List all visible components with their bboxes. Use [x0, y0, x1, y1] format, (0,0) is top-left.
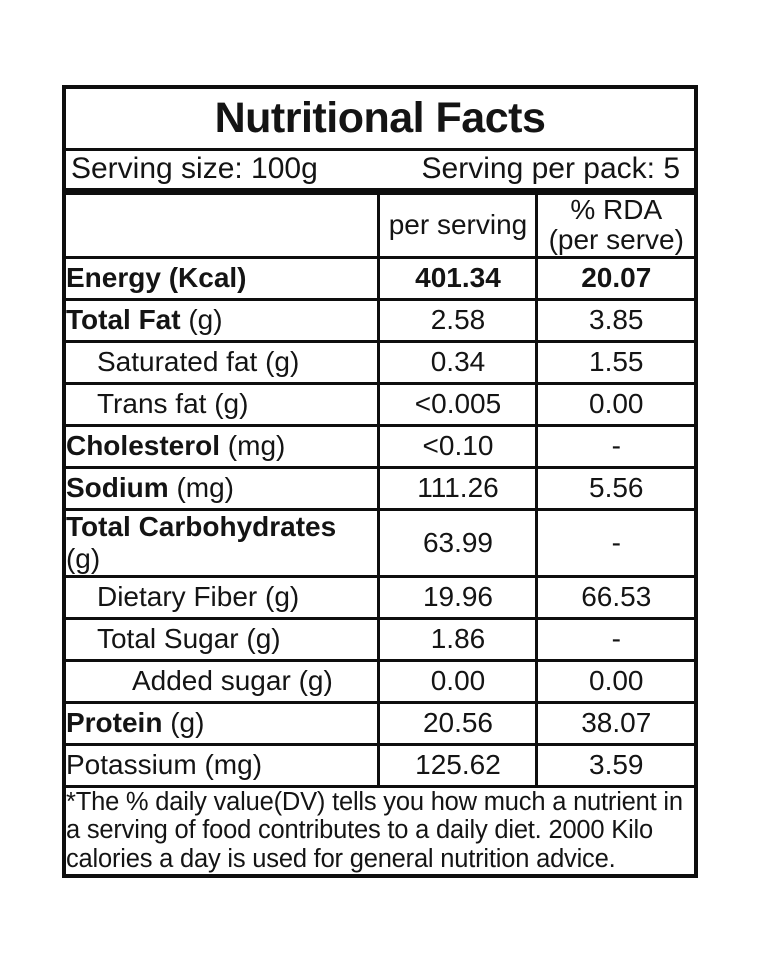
- nutrient-unit: (g): [265, 346, 300, 377]
- per-serving-value: 0.34: [377, 339, 539, 385]
- nutrient-label-cell: Total Fat (g): [62, 297, 381, 343]
- serving-info-cell: Serving size: 100g Serving per pack: 5: [62, 147, 698, 195]
- per-serving-column-header: per serving: [377, 189, 539, 259]
- nutrient-name: Total Sugar: [96, 623, 239, 654]
- nutrient-name: Total Fat: [65, 304, 181, 335]
- rda-value: 66.53: [535, 574, 698, 620]
- nutrient-unit: (mg): [204, 749, 263, 780]
- nutrient-unit: (g): [170, 707, 205, 738]
- nutrient-label-cell: Energy (Kcal): [62, 255, 381, 301]
- nutrient-unit: (g): [214, 388, 249, 419]
- nutrient-name: Protein: [65, 707, 163, 738]
- nutrient-label-cell: Dietary Fiber (g): [62, 574, 381, 620]
- per-serving-value: 0.00: [377, 658, 539, 704]
- rda-header-line2: (per serve): [548, 224, 684, 255]
- nutrient-unit: (mg): [227, 430, 286, 461]
- nutrition-facts-table: Nutritional Facts Serving size: 100g Ser…: [61, 85, 699, 878]
- rda-value: 38.07: [535, 700, 698, 746]
- rda-column-header: % RDA (per serve): [535, 189, 698, 259]
- nutrient-label-cell: Trans fat (g): [62, 381, 381, 427]
- nutrient-row: Total Sugar (g) 1.86-: [62, 616, 698, 662]
- per-serving-value: <0.005: [377, 381, 539, 427]
- nutrient-name: Energy: [65, 262, 161, 293]
- rda-value: -: [535, 423, 698, 469]
- nutrient-row: Protein (g) 20.56 38.07: [62, 700, 698, 746]
- page-title: Nutritional Facts: [62, 85, 698, 151]
- rda-value: 3.85: [535, 297, 698, 343]
- nutrient-row: Sodium (mg) 111.26 5.56: [62, 465, 698, 511]
- per-serving-value: <0.10: [377, 423, 539, 469]
- nutrient-label-cell: Sodium (mg): [62, 465, 381, 511]
- serving-row: Serving size: 100g Serving per pack: 5: [62, 147, 698, 195]
- nutrient-column-header: [62, 189, 381, 259]
- serving-size-label: Serving size: 100g: [70, 152, 318, 185]
- nutrient-unit: (mg): [176, 472, 234, 503]
- nutrient-row: Total Carbohydrates (g) 63.99-: [62, 507, 698, 578]
- nutrient-label-cell: Protein (g): [62, 700, 381, 746]
- nutrient-unit: (g): [65, 542, 101, 574]
- nutrient-name: Dietary Fiber: [96, 581, 258, 612]
- rda-value: 0.00: [535, 381, 698, 427]
- per-serving-value: 20.56: [377, 700, 539, 746]
- nutrient-label-cell: Added sugar (g): [62, 658, 381, 704]
- nutrient-row: Added sugar (g) 0.00 0.00: [62, 658, 698, 704]
- nutrient-label-cell: Total Sugar (g): [62, 616, 381, 662]
- per-serving-value: 125.62: [377, 742, 539, 788]
- title-row: Nutritional Facts: [62, 85, 698, 151]
- nutrient-rows: Energy (Kcal) 401.34 20.07 Total Fat (g) 2.5…: [62, 255, 698, 788]
- nutrient-name: Potassium: [65, 749, 197, 780]
- serving-per-pack-label: Serving per pack: 5: [421, 152, 681, 185]
- rda-value: 3.59: [535, 742, 698, 788]
- nutrient-row: Energy (Kcal) 401.34 20.07: [62, 255, 698, 301]
- nutrient-name: Total Carbohydrates: [65, 510, 337, 542]
- nutrient-name: Sodium: [65, 472, 169, 503]
- nutrient-row: Dietary Fiber (g) 19.96 66.53: [62, 574, 698, 620]
- nutrient-name: Saturated fat: [96, 346, 258, 377]
- nutrient-unit: (g): [265, 581, 300, 612]
- nutrient-unit: (g): [246, 623, 281, 654]
- rda-header-line1: % RDA: [570, 193, 663, 225]
- per-serving-value: 111.26: [377, 465, 539, 511]
- nutrient-name: Trans fat: [96, 388, 207, 419]
- nutrient-unit: (Kcal): [168, 262, 247, 293]
- nutrient-unit: (g): [298, 665, 333, 696]
- column-header-row: per serving % RDA (per serve): [62, 189, 698, 259]
- nutrient-row: Trans fat (g) <0.005 0.00: [62, 381, 698, 427]
- per-serving-value: 63.99: [377, 507, 539, 578]
- footnote-row: *The % daily value(DV) tells you how muc…: [62, 784, 698, 878]
- nutrient-label-cell: Potassium (mg): [62, 742, 381, 788]
- rda-value: 1.55: [535, 339, 698, 385]
- nutrient-label-cell: Saturated fat (g): [62, 339, 381, 385]
- rda-value: -: [535, 507, 698, 578]
- nutrient-label-cell: Cholesterol (mg): [62, 423, 381, 469]
- per-serving-value: 19.96: [377, 574, 539, 620]
- nutrient-row: Potassium (mg) 125.62 3.59: [62, 742, 698, 788]
- rda-value: 5.56: [535, 465, 698, 511]
- nutrient-label-cell: Total Carbohydrates (g): [62, 507, 381, 578]
- nutrient-name: Added sugar: [131, 665, 291, 696]
- nutrient-unit: (g): [188, 304, 223, 335]
- per-serving-value: 2.58: [377, 297, 539, 343]
- nutrient-row: Saturated fat (g) 0.34 1.55: [62, 339, 698, 385]
- rda-value: 0.00: [535, 658, 698, 704]
- daily-value-footnote: *The % daily value(DV) tells you how muc…: [62, 784, 698, 878]
- rda-value: -: [535, 616, 698, 662]
- per-serving-value: 401.34: [377, 255, 539, 301]
- nutrient-name: Cholesterol: [65, 430, 221, 461]
- nutrient-row: Total Fat (g) 2.58 3.85: [62, 297, 698, 343]
- per-serving-value: 1.86: [377, 616, 539, 662]
- nutrient-row: Cholesterol (mg) <0.10-: [62, 423, 698, 469]
- rda-value: 20.07: [535, 255, 698, 301]
